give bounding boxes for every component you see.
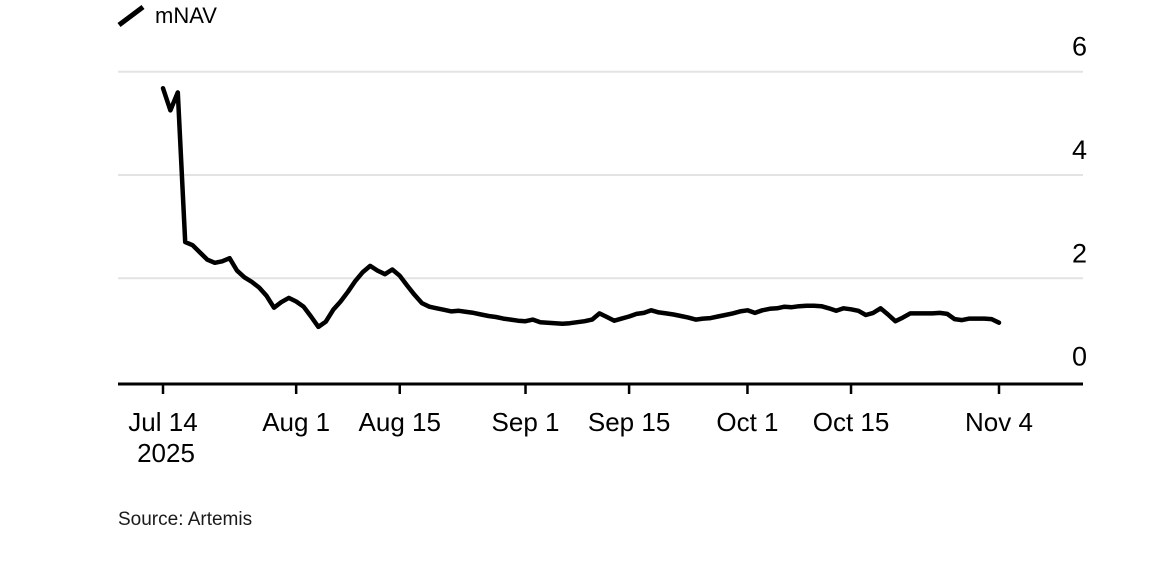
- legend: mNAV: [116, 2, 217, 30]
- x-tick-label: Oct 1: [716, 407, 778, 437]
- x-tick-sublabel: 2025: [137, 438, 195, 468]
- legend-label: mNAV: [155, 3, 217, 28]
- x-tick-label: Sep 15: [588, 407, 670, 437]
- y-tick-label: 0: [1072, 342, 1087, 372]
- legend-diagonal-line-icon: [117, 5, 145, 27]
- y-tick-label: 4: [1072, 135, 1087, 165]
- x-tick-label: Oct 15: [813, 407, 890, 437]
- y-tick-label: 2: [1072, 238, 1087, 268]
- mnav-series-line: [160, 85, 1002, 330]
- x-tick-label: Nov 4: [965, 407, 1033, 437]
- source-label: Source: Artemis: [118, 509, 253, 530]
- x-tick-label: Sep 1: [492, 407, 560, 437]
- x-tick-label: Aug 15: [359, 407, 441, 437]
- x-tick-label: Jul 14: [128, 407, 197, 437]
- y-tick-label: 6: [1072, 32, 1087, 62]
- x-tick-label: Aug 1: [262, 407, 330, 437]
